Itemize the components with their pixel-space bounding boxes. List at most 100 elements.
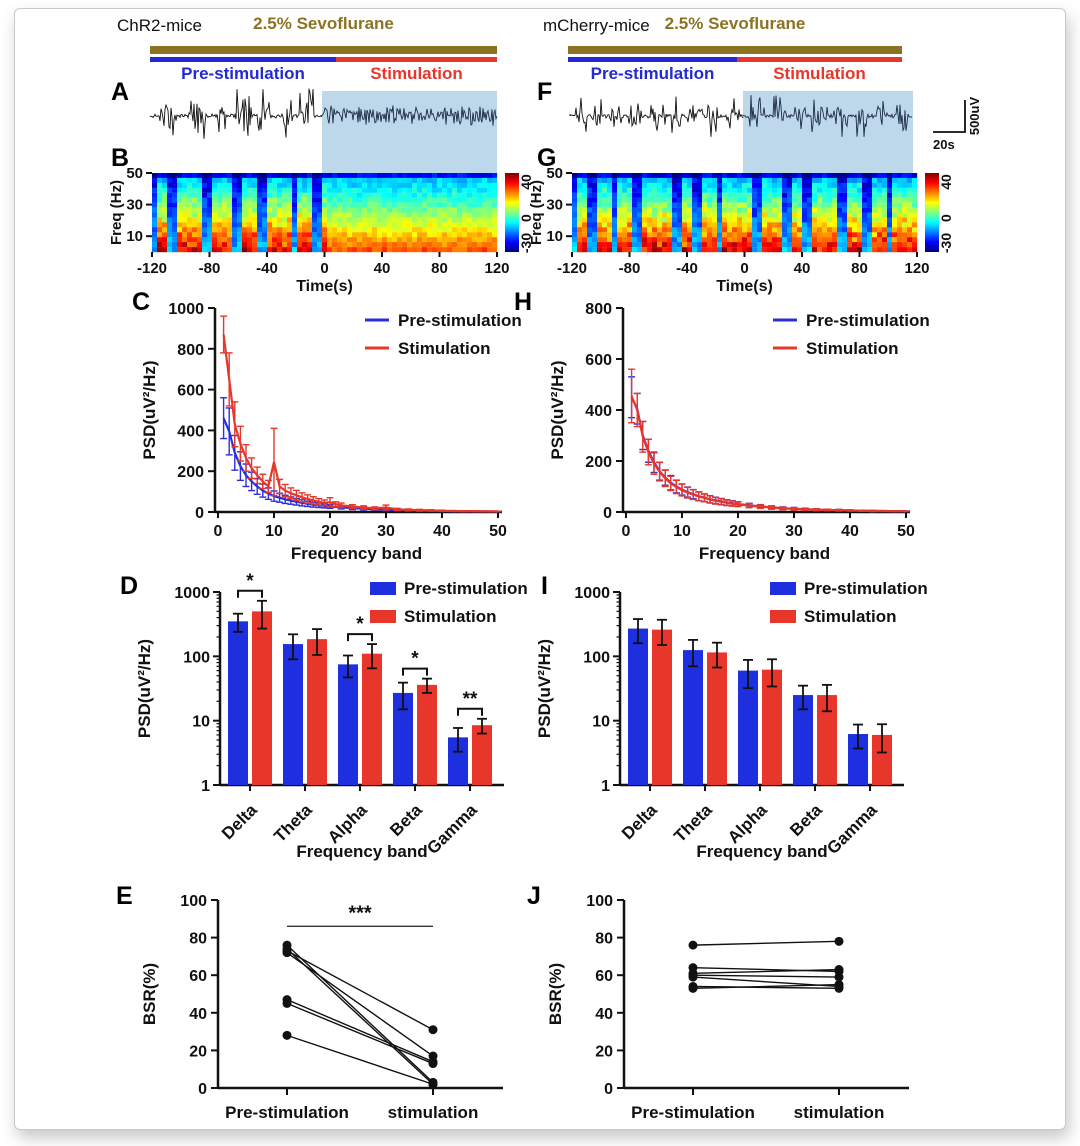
svg-text:Stimulation: Stimulation xyxy=(806,339,899,358)
svg-text:Delta: Delta xyxy=(218,800,261,843)
svg-text:0: 0 xyxy=(622,523,631,540)
sevoflurane-bar-left xyxy=(150,46,497,54)
svg-text:PSD(uV²/Hz): PSD(uV²/Hz) xyxy=(140,360,159,459)
anesthetic-label-right: 2.5% Sevoflurane xyxy=(664,14,806,33)
stimulation-shading-chr2 xyxy=(322,91,497,173)
svg-text:0: 0 xyxy=(195,505,204,522)
svg-text:BSR(%): BSR(%) xyxy=(140,963,159,1025)
svg-text:10: 10 xyxy=(126,228,143,245)
group-label-mcherry: mCherry-mice xyxy=(543,16,650,35)
svg-text:20: 20 xyxy=(595,1043,613,1060)
svg-text:20s: 20s xyxy=(933,137,955,152)
svg-text:0: 0 xyxy=(604,1081,613,1098)
sevoflurane-bar-right xyxy=(568,46,902,54)
svg-text:Frequency band: Frequency band xyxy=(291,544,422,563)
svg-text:Beta: Beta xyxy=(786,800,826,840)
svg-text:20: 20 xyxy=(729,523,747,540)
svg-text:30: 30 xyxy=(377,523,395,540)
svg-text:Theta: Theta xyxy=(270,800,316,846)
svg-text:*: * xyxy=(411,649,419,670)
svg-text:Pre-stimulation: Pre-stimulation xyxy=(806,311,930,330)
svg-text:Frequency band: Frequency band xyxy=(699,544,830,563)
svg-text:stimulation: stimulation xyxy=(794,1103,885,1122)
pre-stimulation-label-left: Pre-stimulation xyxy=(181,64,305,83)
svg-text:0: 0 xyxy=(320,260,328,277)
svg-text:50: 50 xyxy=(897,523,915,540)
svg-text:80: 80 xyxy=(431,260,448,277)
svg-text:PSD(uV²/Hz): PSD(uV²/Hz) xyxy=(535,639,554,738)
svg-text:-80: -80 xyxy=(199,260,221,277)
panel-letter-e: E xyxy=(116,882,133,910)
svg-text:40: 40 xyxy=(794,260,811,277)
svg-text:60: 60 xyxy=(189,968,207,985)
panel-letter-f: F xyxy=(537,78,553,106)
svg-text:40: 40 xyxy=(518,174,534,190)
svg-text:10: 10 xyxy=(265,523,283,540)
svg-text:500uV: 500uV xyxy=(967,97,982,136)
svg-text:80: 80 xyxy=(595,931,613,948)
svg-text:Gamma: Gamma xyxy=(823,800,881,858)
svg-text:*: * xyxy=(356,614,364,635)
svg-text:Pre-stimulation: Pre-stimulation xyxy=(398,311,522,330)
svg-text:-80: -80 xyxy=(619,260,641,277)
svg-text:1000: 1000 xyxy=(168,301,204,318)
svg-text:100: 100 xyxy=(586,893,613,910)
panel-letter-i: I xyxy=(541,572,548,600)
svg-text:0: 0 xyxy=(740,260,748,277)
panel-letter-c: C xyxy=(132,288,151,316)
svg-text:BSR(%): BSR(%) xyxy=(546,963,565,1025)
svg-text:40: 40 xyxy=(189,1006,207,1023)
svg-text:Alpha: Alpha xyxy=(724,800,771,847)
svg-text:10: 10 xyxy=(592,714,610,731)
panel-letter-a: A xyxy=(111,78,130,106)
svg-text:20: 20 xyxy=(321,523,339,540)
svg-text:40: 40 xyxy=(595,1006,613,1023)
svg-text:Frequency band: Frequency band xyxy=(296,842,427,861)
svg-text:800: 800 xyxy=(585,301,612,318)
panel-letter-h: H xyxy=(514,288,533,316)
svg-text:-30: -30 xyxy=(518,233,534,253)
eeg-trace-chr2 xyxy=(149,88,498,139)
svg-text:Stimulation: Stimulation xyxy=(804,607,897,626)
stimulation-label-right: Stimulation xyxy=(773,64,866,83)
svg-text:40: 40 xyxy=(374,260,391,277)
svg-text:Time(s): Time(s) xyxy=(296,278,353,295)
svg-text:600: 600 xyxy=(177,383,204,400)
svg-text:PSD(uV²/Hz): PSD(uV²/Hz) xyxy=(135,639,154,738)
svg-text:-40: -40 xyxy=(676,260,698,277)
svg-text:120: 120 xyxy=(904,260,929,277)
svg-text:200: 200 xyxy=(585,454,612,471)
svg-text:-30: -30 xyxy=(938,233,954,253)
svg-text:10: 10 xyxy=(673,523,691,540)
svg-text:Time(s): Time(s) xyxy=(716,278,773,295)
svg-text:80: 80 xyxy=(189,931,207,948)
svg-text:40: 40 xyxy=(938,174,954,190)
panel-letter-b: B xyxy=(111,144,130,172)
psd-band-bar-chart-chr2: 1 10 100 1000 Delta * Theta Alpha * Beta * Gamma ** P… xyxy=(135,571,528,861)
svg-text:100: 100 xyxy=(180,893,207,910)
bsr-paired-plot-mcherry: 0 20 40 60 80 100 Pre-stimulation stimulation BS… xyxy=(546,893,909,1122)
svg-text:**: ** xyxy=(463,689,478,710)
svg-text:40: 40 xyxy=(841,523,859,540)
pre-stimulation-bar-left xyxy=(150,57,336,62)
svg-text:50: 50 xyxy=(546,165,563,182)
svg-text:-120: -120 xyxy=(137,260,167,277)
svg-text:400: 400 xyxy=(177,423,204,440)
svg-text:1000: 1000 xyxy=(174,585,210,602)
svg-text:Delta: Delta xyxy=(618,800,661,843)
svg-text:0: 0 xyxy=(938,214,954,222)
svg-text:***: *** xyxy=(348,902,372,924)
svg-text:1000: 1000 xyxy=(574,585,610,602)
panel-letter-j: J xyxy=(527,882,541,910)
svg-text:Pre-stimulation: Pre-stimulation xyxy=(404,579,528,598)
bsr-paired-plot-chr2: 0 20 40 60 80 100 Pre-stimulation stimulation **… xyxy=(140,893,503,1122)
svg-text:Freq (Hz): Freq (Hz) xyxy=(108,180,125,245)
svg-text:Stimulation: Stimulation xyxy=(398,339,491,358)
svg-text:60: 60 xyxy=(595,968,613,985)
pre-stimulation-label-right: Pre-stimulation xyxy=(590,64,715,83)
eeg-trace-mcherry xyxy=(569,95,913,137)
stimulation-label-left: Stimulation xyxy=(370,64,463,83)
